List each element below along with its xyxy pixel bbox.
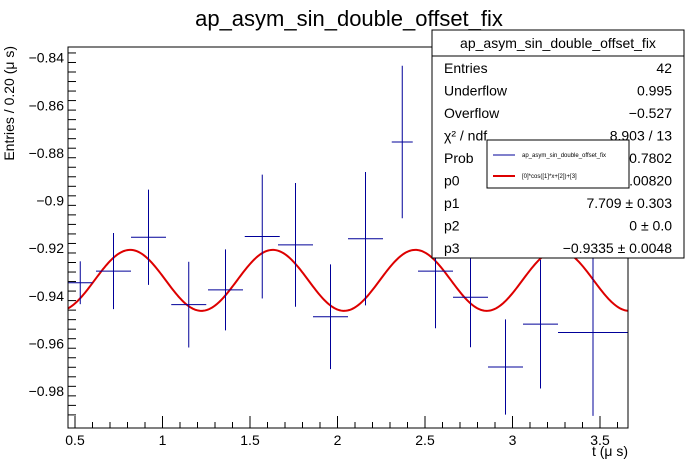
data-point — [244, 174, 280, 299]
stats-box: ap_asym_sin_double_offset_fix Entries 42 U… — [431, 29, 685, 259]
x-tick-label: 1.5 — [240, 432, 260, 448]
stats-box-title: ap_asym_sin_double_offset_fix — [460, 35, 656, 51]
stats-row-label: χ² / ndf — [444, 128, 487, 144]
y-tick-label: −0.9 — [36, 193, 64, 209]
axes: 0.5 1 1.5 2 2.5 3 3.5 −0.84 −0.86 −0.88 −0.9 −0.92 −… — [29, 46, 629, 448]
stats-row-value: −0.9335 ± 0.0048 — [563, 240, 672, 256]
stats-row-label: p3 — [444, 240, 460, 256]
data-point — [313, 264, 348, 370]
data-point — [523, 259, 558, 389]
stats-row-value: 0.995 — [637, 83, 672, 99]
stats-row-label: p2 — [444, 218, 460, 234]
x-tick-label: 1 — [159, 432, 167, 448]
x-tick-label: 2 — [334, 432, 342, 448]
y-tick-label: −0.92 — [29, 240, 65, 256]
data-point — [208, 249, 243, 331]
stats-row-label: Underflow — [444, 83, 508, 99]
legend-label-data: ap_asym_sin_double_offset_fix — [522, 153, 606, 159]
stats-row-label: Entries — [444, 60, 488, 76]
y-tick-label: −0.86 — [29, 97, 65, 113]
x-tick-label: 3 — [509, 432, 517, 448]
legend-label-fit: [0]*cos([1]*x+[2])+[3] — [522, 174, 577, 180]
data-point — [68, 261, 93, 305]
stats-row-value: −0.527 — [629, 105, 672, 121]
chart-title: ap_asym_sin_double_offset_fix — [195, 6, 503, 31]
x-tick-label: 2.5 — [415, 432, 435, 448]
y-tick-label: −0.94 — [29, 288, 65, 304]
stats-row-value: 0 ± 0.0 — [629, 218, 672, 234]
y-tick-label: −0.88 — [29, 145, 65, 161]
stats-row-value: 42 — [656, 60, 672, 76]
data-point — [391, 65, 413, 219]
data-point — [131, 189, 166, 285]
legend: ap_asym_sin_double_offset_fix [0]*cos([1… — [486, 139, 630, 189]
data-point — [488, 319, 523, 415]
stats-row-value: 7.709 ± 0.303 — [586, 195, 672, 211]
data-point — [96, 232, 131, 310]
data-point — [171, 261, 207, 348]
y-axis-label: Entries / 0.20 (μ s) — [1, 46, 17, 161]
y-tick-label: −0.98 — [29, 383, 65, 399]
x-tick-label: 0.5 — [65, 432, 85, 448]
fit-curve — [67, 248, 629, 312]
stats-row-label: p0 — [444, 173, 460, 189]
x-tick-label: 3.5 — [590, 432, 610, 448]
plot-area — [67, 65, 629, 416]
data-point — [278, 182, 313, 307]
stats-row-label: p1 — [444, 195, 460, 211]
legend-frame — [486, 139, 630, 189]
x-axis-label: t (μ s) — [592, 443, 628, 459]
data-point — [558, 249, 628, 416]
stats-row-value: 0.7802 — [629, 150, 672, 166]
data-point — [453, 247, 488, 348]
data-point — [348, 172, 383, 306]
y-tick-label: −0.84 — [29, 50, 65, 66]
stats-row-label: Prob — [444, 150, 474, 166]
y-tick-label: −0.96 — [29, 335, 65, 351]
stats-row-label: Overflow — [444, 105, 500, 121]
